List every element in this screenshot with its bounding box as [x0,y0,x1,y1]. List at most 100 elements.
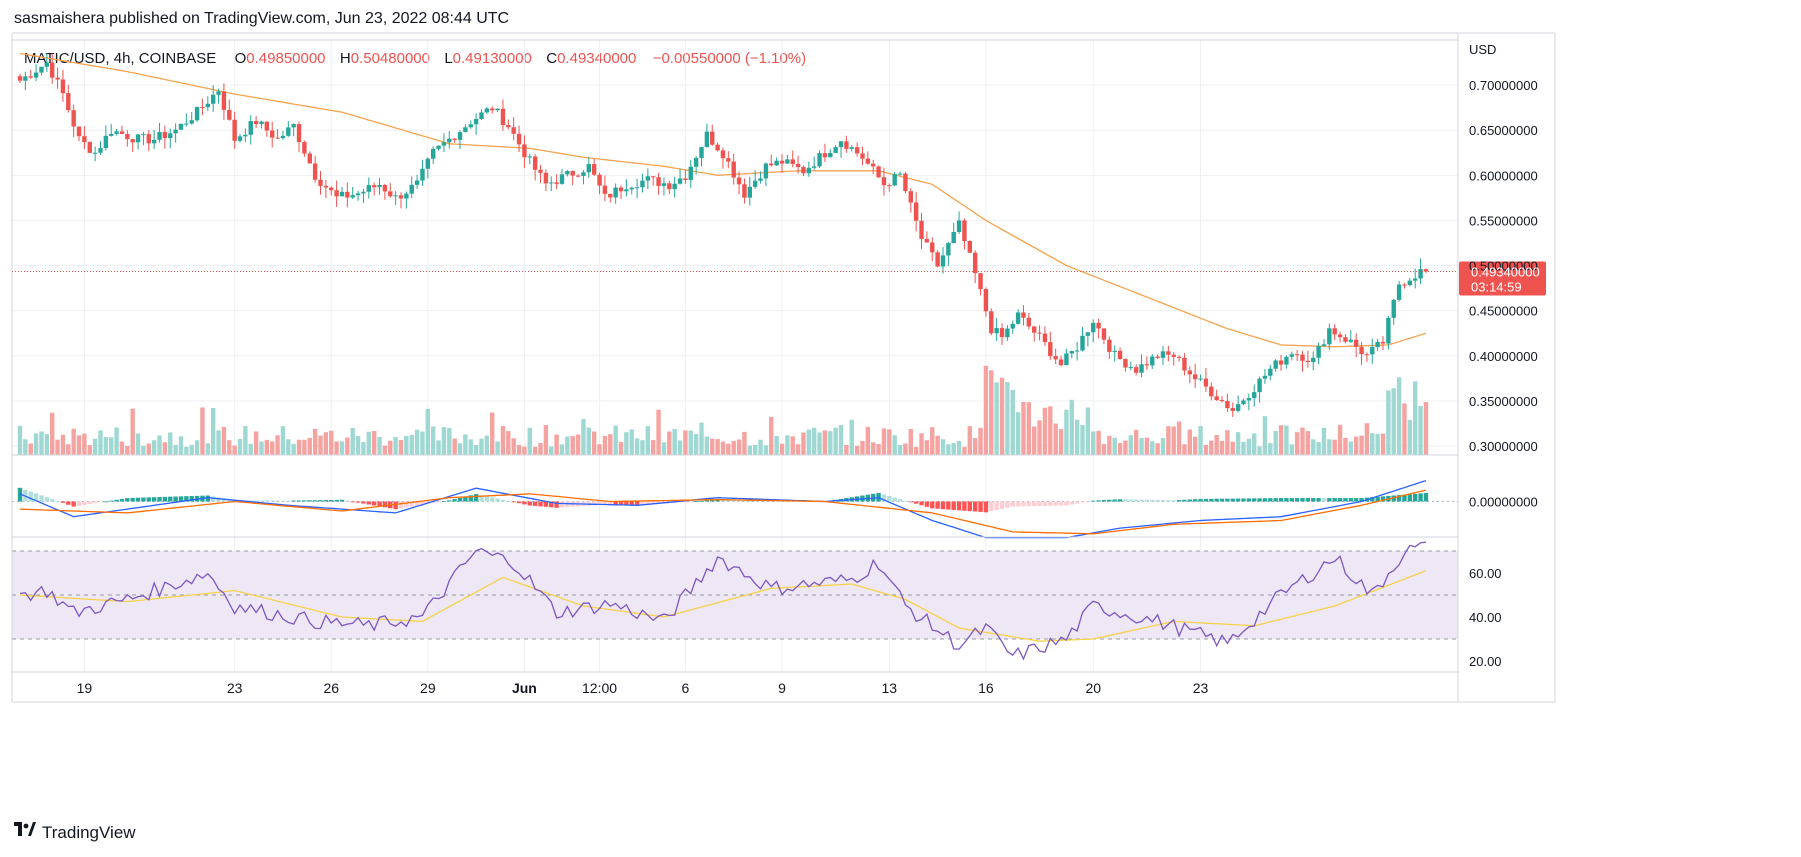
candle-body [1101,328,1107,340]
macd-histogram-bar [366,501,372,505]
volume-bar [602,435,608,455]
volume-bar [1289,444,1294,455]
tradingview-brand[interactable]: TradingView [14,822,136,843]
volume-bar [1085,407,1091,455]
volume-bar [377,437,382,455]
candle-body [490,108,495,111]
volume-bar [1268,443,1273,455]
volume-bar [253,431,259,455]
candle-body [1091,322,1096,333]
candle-body [162,132,168,139]
candle-body [1144,364,1150,366]
tradingview-logo-icon [14,822,36,843]
rsi-pane [12,541,1458,661]
macd-histogram-bar [1074,501,1080,504]
candle-body [785,159,790,164]
candle-body [329,187,334,191]
macd-histogram-bar [296,500,302,502]
volume-bar [731,440,736,455]
volume-bar [1128,435,1133,455]
volume-bar [436,440,441,455]
candle-body [1048,342,1053,357]
macd-histogram-bar [1005,501,1010,508]
candle-body [913,202,919,221]
candle-body [425,158,431,169]
candle-body [237,136,243,141]
volume-bar [924,440,930,455]
macd-histogram-bar [946,501,951,510]
volume-bar [1375,433,1380,455]
macd-histogram-bar [629,501,634,506]
volume-bar [114,427,119,455]
candlesticks [17,53,1429,417]
candle-body [967,240,973,253]
symbol-legend: MATIC/USD, 4h, COINBASE O0.49850000 H0.5… [24,50,806,67]
volume-bar [1150,441,1155,455]
volume-bar [672,429,677,455]
candle-body [656,177,661,186]
volume-bar [844,444,849,455]
candle-body [157,132,162,140]
open-value: 0.49850000 [246,50,326,67]
macd-histogram-bar [291,500,296,502]
macd-histogram-bar [602,501,608,505]
macd-histogram-bar [227,499,232,502]
volume-bar [1010,389,1015,455]
macd-histogram-bar [1262,498,1268,502]
candle-body [495,108,500,111]
volume-bar [790,436,795,455]
volume-bar [312,429,318,455]
macd-histogram-bar [924,501,930,507]
volume-bar [1252,433,1257,455]
macd-histogram-bar [892,497,897,502]
macd-histogram-bar [1353,498,1359,502]
candle-body [994,328,999,334]
macd-histogram-bar [1085,501,1091,503]
candle-body [887,185,892,187]
macd-histogram-bar [1150,499,1155,502]
candle-body [404,193,409,199]
volume-bar [983,365,989,455]
macd-histogram-bar [1214,498,1219,502]
macd-histogram-bar [1391,495,1396,502]
candle-body [1139,364,1144,373]
candle-body [881,177,887,186]
volume-bar [479,438,484,455]
candle-body [699,147,704,158]
volume-bar [806,429,812,455]
change-value: −0.00550000 (−1.10%) [652,50,807,67]
volume-bar [388,440,393,455]
volume-bar [645,426,651,455]
volume-bar [23,439,28,455]
volume-bar [989,370,994,455]
volume-bar [935,435,940,455]
volume-bar [33,433,39,455]
candle-body [243,134,248,137]
volume-bar [1117,442,1123,455]
macd-histogram-bar [436,501,441,503]
macd-histogram-bar [1155,500,1160,502]
macd-histogram-bar [1091,500,1096,502]
volume-bar [1294,432,1300,455]
macd-histogram-bar [49,499,55,502]
macd-histogram-bar [345,500,350,502]
rsi-tick-label: 20.00 [1469,654,1502,669]
volume-bar [833,427,838,455]
low-value: 0.49130000 [452,50,532,67]
volume-bar [275,435,280,455]
volume-bar [404,436,409,455]
candle-body [1198,378,1203,380]
candle-body [441,142,447,146]
macd-histogram-bar [393,501,398,510]
volume-bar [522,446,527,455]
macd-histogram-bar [1021,501,1026,507]
time-tick-label: 23 [227,680,243,696]
volume-bar [1413,381,1418,455]
macd-histogram-bar [1235,498,1241,502]
macd-histogram-bar [1289,498,1294,502]
macd-histogram-bar [221,498,227,502]
candle-body [377,185,382,188]
macd-histogram-bar [1171,500,1176,502]
macd-histogram-bar [1117,499,1123,502]
